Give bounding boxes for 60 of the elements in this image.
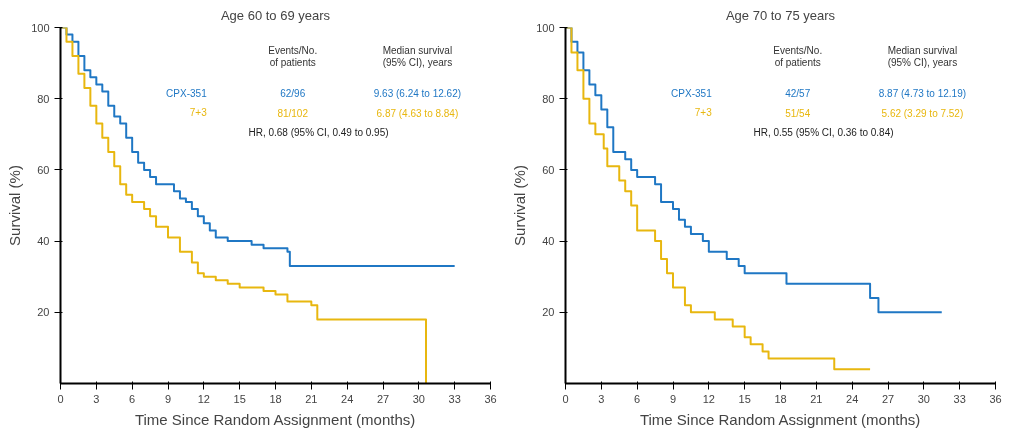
- x-axis-title: Time Since Random Assignment (months): [134, 410, 416, 428]
- y-tick-label: 40: [542, 235, 555, 248]
- x-tick-label: 33: [953, 392, 966, 405]
- x-tick-label: 18: [774, 392, 787, 405]
- x-tick-label: 12: [197, 392, 210, 405]
- y-tick-label: 100: [536, 21, 555, 34]
- x-tick-label: 30: [917, 392, 930, 405]
- annotation: 81/102: [277, 107, 309, 119]
- x-tick-label: 30: [412, 392, 425, 405]
- x-tick-label: 24: [846, 392, 859, 405]
- y-tick-label: 60: [37, 163, 50, 176]
- y-tick-label: 80: [542, 92, 555, 105]
- x-tick-label: 3: [93, 392, 100, 405]
- x-axis-title: Time Since Random Assignment (months): [639, 410, 921, 428]
- y-tick-label: 80: [37, 92, 50, 105]
- annotation: 8.87 (4.73 to 12.19): [878, 88, 967, 100]
- annotation: HR, 0.68 (95% CI, 0.49 to 0.95): [248, 127, 389, 139]
- annotation: 5.62 (3.29 to 7.52): [881, 107, 964, 119]
- text: CPX-351: [671, 88, 713, 100]
- y-tick-label: 60: [542, 163, 555, 176]
- x-tick-label: 18: [269, 392, 282, 405]
- y-tick-label: 100: [31, 21, 50, 34]
- x-tick-label: 27: [376, 392, 390, 405]
- chart-title: Age 70 to 75 years: [725, 7, 836, 23]
- annotation: 9.63 (6.24 to 12.62): [373, 88, 462, 100]
- text: 7+3: [694, 106, 713, 118]
- y-tick-label: 20: [37, 306, 50, 319]
- x-tick-label: 9: [164, 392, 172, 405]
- text: 7+3: [189, 106, 208, 118]
- annotation: 62/96: [280, 88, 306, 100]
- annotation: Median survival (95% CI), years: [382, 45, 453, 69]
- x-tick-label: 15: [233, 392, 246, 405]
- x-tick-label: 21: [810, 392, 823, 405]
- annotation: Median survival (95% CI), years: [887, 45, 958, 69]
- x-tick-label: 24: [341, 392, 354, 405]
- x-tick-label: 36: [989, 392, 1002, 405]
- annotation: HR, 0.55 (95% CI, 0.36 to 0.84): [753, 127, 894, 139]
- x-tick-label: 21: [305, 392, 318, 405]
- x-tick-label: 27: [881, 392, 895, 405]
- y-tick-label: 20: [542, 306, 555, 319]
- x-tick-label: 36: [484, 392, 497, 405]
- annotation: 51/54: [785, 107, 811, 119]
- y-axis-title: Survival (%): [511, 165, 529, 246]
- x-tick-label: 9: [669, 392, 677, 405]
- annotation: 42/57: [785, 88, 811, 100]
- chart-title: Age 60 to 69 years: [220, 7, 331, 23]
- x-tick-label: 0: [57, 392, 64, 405]
- text: CPX-351: [166, 88, 208, 100]
- y-tick-label: 40: [37, 235, 50, 248]
- x-tick-label: 0: [562, 392, 569, 405]
- x-tick-label: 12: [702, 392, 715, 405]
- y-axis-title: Survival (%): [6, 165, 24, 246]
- annotation: Events/No. of patients: [268, 45, 318, 69]
- x-tick-label: 3: [598, 392, 605, 405]
- x-tick-label: 15: [738, 392, 751, 405]
- x-tick-label: 6: [129, 392, 136, 405]
- annotation: Events/No. of patients: [773, 45, 823, 69]
- x-tick-label: 6: [634, 392, 641, 405]
- annotation: 6.87 (4.63 to 8.84): [376, 107, 459, 119]
- x-tick-label: 33: [448, 392, 461, 405]
